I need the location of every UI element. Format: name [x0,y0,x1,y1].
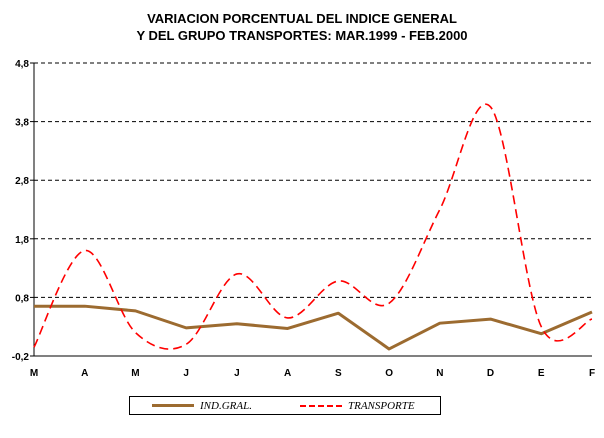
x-tick-label: J [234,368,240,379]
legend-item-ind-gral: IND.GRAL. [152,397,252,414]
x-tick-label: A [81,368,88,379]
series-lines [33,103,593,351]
x-tick-label: M [131,368,139,379]
x-tick-label: F [589,368,595,379]
chart-title-line-2: Y DEL GRUPO TRANSPORTES: MAR.1999 - FEB.… [136,28,468,43]
y-tick-label: 3,8 [15,118,29,129]
legend-label-transporte: TRANSPORTE [348,399,415,412]
legend-item-transporte: TRANSPORTE [300,397,415,414]
x-tick-label: S [335,368,342,379]
x-tick-label: D [487,368,494,379]
x-tick-label: O [385,368,393,379]
x-tick-label: A [284,368,291,379]
y-tick-label: 1,8 [15,235,29,246]
x-tick-label: N [436,368,443,379]
x-tick-label: J [183,368,189,379]
y-tick-labels: 4,8 3,8 2,8 1,8 0,8 -0,2 [12,59,30,363]
y-tick-label: 4,8 [15,59,29,70]
legend-swatch-ind-gral [152,404,194,407]
legend-label-ind-gral: IND.GRAL. [200,399,252,412]
chart-title-line-1: VARIACION PORCENTUAL DEL INDICE GENERAL [147,11,457,26]
x-tick-label: M [30,368,38,379]
series-line-transporte [33,103,593,350]
legend: IND.GRAL. TRANSPORTE [129,396,441,415]
series-line-ind-gral [34,304,593,351]
x-tick-label: E [538,368,545,379]
y-tick-label: -0,2 [12,352,30,363]
axes [30,62,592,357]
gridlines [34,62,592,298]
y-tick-label: 0,8 [15,293,29,304]
y-tick-label: 2,8 [15,176,29,187]
legend-swatch-transporte [300,404,342,407]
chart-title: VARIACION PORCENTUAL DEL INDICE GENERAL … [0,10,604,44]
